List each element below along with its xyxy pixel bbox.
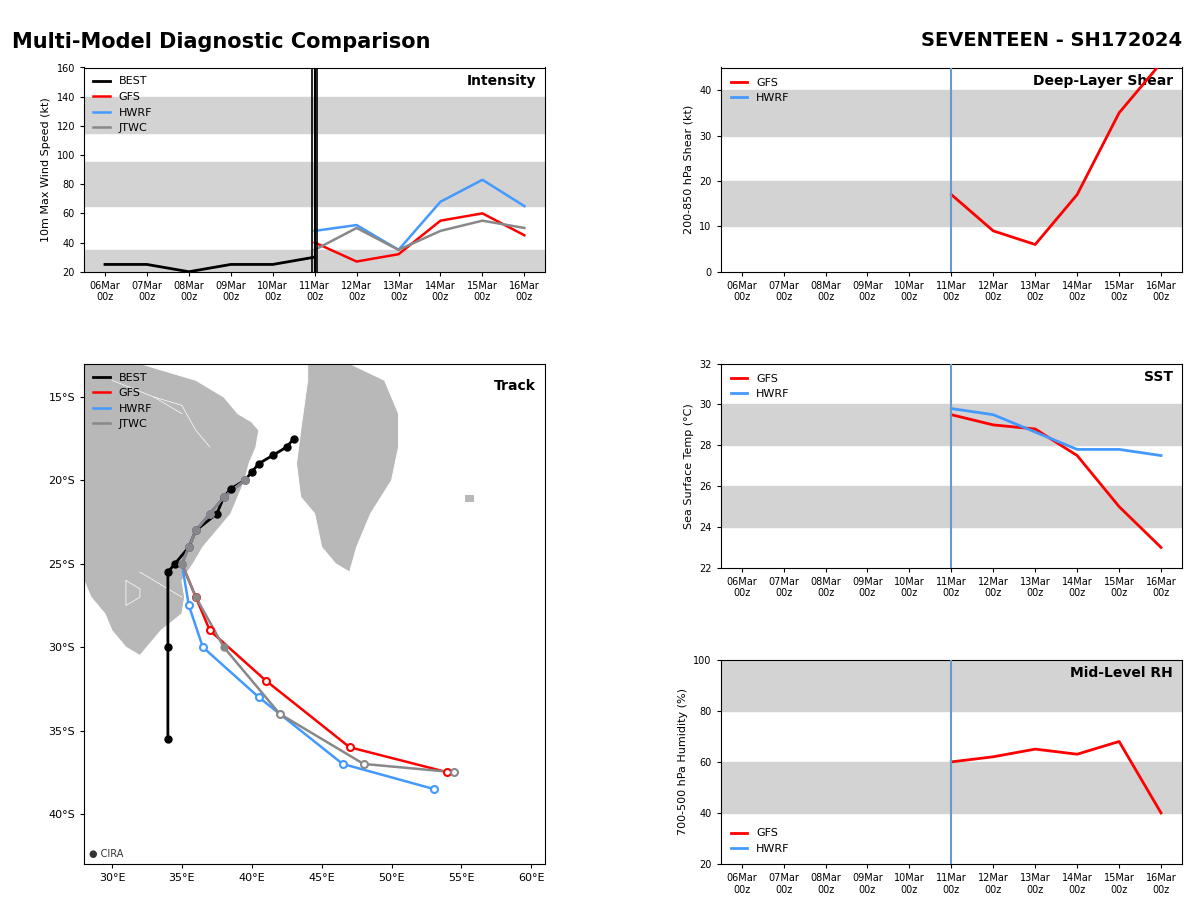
Text: Intensity: Intensity xyxy=(467,74,536,87)
Polygon shape xyxy=(464,494,474,502)
Bar xyxy=(721,762,1182,813)
Polygon shape xyxy=(84,80,294,364)
Polygon shape xyxy=(84,364,259,655)
Text: Deep-Layer Shear: Deep-Layer Shear xyxy=(1033,74,1172,87)
Legend: BEST, GFS, HWRF, JTWC: BEST, GFS, HWRF, JTWC xyxy=(90,73,155,137)
Y-axis label: 700-500 hPa Humidity (%): 700-500 hPa Humidity (%) xyxy=(678,688,688,835)
Y-axis label: 10m Max Wind Speed (kt): 10m Max Wind Speed (kt) xyxy=(41,97,50,242)
Bar xyxy=(721,181,1182,226)
Legend: GFS, HWRF: GFS, HWRF xyxy=(726,369,794,403)
Legend: GFS, HWRF: GFS, HWRF xyxy=(726,824,794,859)
Y-axis label: 200-850 hPa Shear (kt): 200-850 hPa Shear (kt) xyxy=(684,105,694,234)
Text: Multi-Model Diagnostic Comparison: Multi-Model Diagnostic Comparison xyxy=(12,32,431,51)
Bar xyxy=(84,162,545,206)
Text: SST: SST xyxy=(1144,370,1172,383)
Text: Track: Track xyxy=(494,379,536,392)
Text: Mid-Level RH: Mid-Level RH xyxy=(1070,666,1172,680)
Y-axis label: Sea Surface Temp (°C): Sea Surface Temp (°C) xyxy=(684,403,694,528)
Polygon shape xyxy=(296,356,398,572)
Bar xyxy=(84,96,545,133)
Bar xyxy=(721,404,1182,446)
Bar xyxy=(84,250,545,272)
Bar xyxy=(721,90,1182,136)
Bar xyxy=(721,486,1182,527)
Text: ● CIRA: ● CIRA xyxy=(89,849,122,859)
Legend: GFS, HWRF: GFS, HWRF xyxy=(726,73,794,107)
Legend: BEST, GFS, HWRF, JTWC: BEST, GFS, HWRF, JTWC xyxy=(90,369,155,433)
Bar xyxy=(721,660,1182,711)
Text: SEVENTEEN - SH172024: SEVENTEEN - SH172024 xyxy=(920,32,1182,50)
